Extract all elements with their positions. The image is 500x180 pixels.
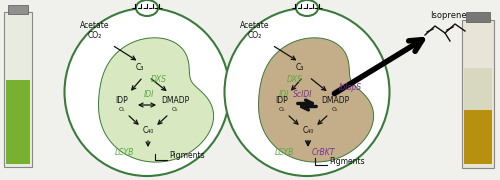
Ellipse shape <box>136 0 158 16</box>
Bar <box>8 5 28 14</box>
Text: C₅: C₅ <box>332 107 338 112</box>
Text: CO₂: CO₂ <box>88 31 102 40</box>
Text: IDP: IDP <box>116 96 128 105</box>
Text: C₄₀: C₄₀ <box>302 126 314 135</box>
Text: ScIDI: ScIDI <box>293 90 312 99</box>
Bar <box>462 20 494 168</box>
Text: Acetate: Acetate <box>80 21 110 30</box>
Ellipse shape <box>224 8 390 176</box>
Text: DMADP: DMADP <box>321 96 349 105</box>
Text: C₄₀: C₄₀ <box>142 126 154 135</box>
Bar <box>466 12 490 22</box>
Text: Acetate: Acetate <box>240 21 270 30</box>
Bar <box>464 110 492 164</box>
Text: Pigments: Pigments <box>329 157 364 166</box>
Text: Isoprene: Isoprene <box>430 11 467 20</box>
Text: C₅: C₅ <box>119 107 125 112</box>
Ellipse shape <box>296 0 318 16</box>
Text: LCYB: LCYB <box>275 148 295 157</box>
Text: DMADP: DMADP <box>161 96 189 105</box>
Bar <box>4 12 32 167</box>
Text: LCYB: LCYB <box>115 148 135 157</box>
Text: DXS: DXS <box>151 75 167 84</box>
Bar <box>464 68 492 110</box>
Text: CO₂: CO₂ <box>248 31 262 40</box>
Text: CrBKT: CrBKT <box>312 148 336 157</box>
Text: IDI: IDI <box>144 90 154 99</box>
Text: C₅: C₅ <box>172 107 178 112</box>
Text: DXS: DXS <box>287 75 303 84</box>
Text: C₃: C₃ <box>136 63 144 72</box>
Text: C₃: C₃ <box>296 63 304 72</box>
Text: IbIspS: IbIspS <box>339 83 362 92</box>
Text: IDI: IDI <box>278 90 289 99</box>
Ellipse shape <box>64 8 230 176</box>
Polygon shape <box>258 38 374 162</box>
Text: Pigments: Pigments <box>169 151 204 160</box>
Text: IDP: IDP <box>276 96 288 105</box>
Polygon shape <box>98 38 214 162</box>
Bar <box>6 80 30 164</box>
Text: C₅: C₅ <box>279 107 285 112</box>
